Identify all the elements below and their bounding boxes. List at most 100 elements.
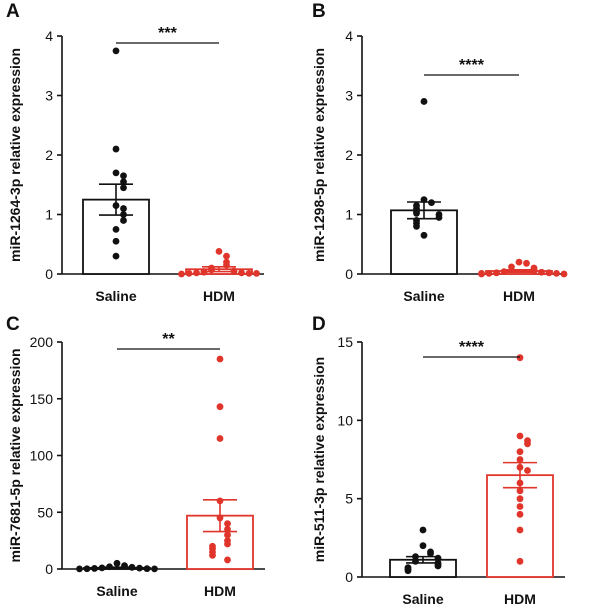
data-point bbox=[500, 268, 508, 276]
panel-letter: B bbox=[312, 1, 326, 22]
data-point bbox=[516, 432, 524, 440]
data-point bbox=[413, 223, 420, 230]
data-point bbox=[420, 98, 428, 105]
data-point bbox=[143, 565, 151, 573]
data-point bbox=[120, 205, 127, 212]
data-point bbox=[419, 542, 427, 550]
data-point bbox=[524, 440, 531, 448]
y-tick-label: 2 bbox=[45, 147, 53, 163]
data-point bbox=[200, 268, 208, 276]
data-point bbox=[428, 199, 435, 207]
data-point bbox=[224, 525, 231, 533]
data-point bbox=[245, 270, 253, 277]
panel-letter: C bbox=[6, 314, 20, 335]
data-point bbox=[516, 479, 524, 487]
data-point bbox=[412, 553, 419, 561]
data-point bbox=[216, 514, 224, 522]
data-point bbox=[112, 169, 120, 177]
x-tick-label: Saline bbox=[95, 288, 136, 304]
data-point bbox=[91, 565, 98, 572]
data-point bbox=[435, 214, 443, 221]
data-point bbox=[120, 211, 127, 218]
data-point bbox=[516, 463, 524, 471]
data-point bbox=[516, 503, 524, 510]
y-tick-label: 100 bbox=[30, 448, 54, 464]
y-tick-label: 200 bbox=[30, 334, 54, 350]
data-point bbox=[112, 252, 120, 260]
data-point bbox=[224, 520, 231, 527]
data-point bbox=[185, 270, 193, 277]
chart-panel-a: A 0 1 2 3 4 miR-1264-3p relative expression Sal… bbox=[6, 1, 264, 304]
data-point bbox=[413, 209, 420, 217]
x-tick-label: Saline bbox=[403, 288, 444, 304]
x-tick-label: Saline bbox=[402, 591, 443, 604]
data-point bbox=[113, 559, 121, 567]
data-point bbox=[427, 550, 434, 557]
data-point bbox=[478, 270, 485, 278]
significance-label: **** bbox=[459, 57, 485, 74]
y-tick-label: 0 bbox=[45, 266, 53, 282]
bar-saline bbox=[390, 209, 458, 275]
data-point bbox=[120, 217, 127, 224]
data-point bbox=[216, 435, 224, 442]
y-axis-label: miR-1264-3p relative expression bbox=[7, 48, 23, 262]
data-point bbox=[223, 252, 230, 260]
data-point bbox=[434, 554, 442, 562]
y-tick-label: 1 bbox=[45, 207, 53, 223]
chart-panel-d: D 0 5 10 15 miR-511-3p relative expression Sal… bbox=[311, 314, 565, 604]
x-tick-label: HDM bbox=[504, 591, 536, 604]
data-point bbox=[76, 565, 83, 573]
y-tick-label: 3 bbox=[345, 88, 353, 104]
data-point bbox=[420, 231, 428, 239]
y-tick-label: 4 bbox=[345, 28, 353, 44]
chart-panel-c: C 0 50 100 150 200 miR-7681-5p relative expres… bbox=[6, 314, 265, 599]
y-tick-label: 0 bbox=[45, 561, 53, 577]
data-point bbox=[412, 557, 419, 565]
data-point bbox=[238, 269, 245, 277]
data-point bbox=[516, 557, 524, 565]
data-point bbox=[224, 556, 231, 564]
data-point bbox=[485, 270, 493, 277]
y-tick-label: 50 bbox=[37, 504, 53, 520]
data-point bbox=[120, 172, 127, 180]
data-point bbox=[230, 267, 238, 275]
data-point bbox=[404, 567, 412, 575]
data-point bbox=[553, 270, 560, 277]
y-axis-label: miR-1298-5p relative expression bbox=[311, 48, 327, 262]
data-point bbox=[120, 184, 127, 192]
y-tick-label: 5 bbox=[345, 491, 353, 507]
data-point bbox=[136, 564, 143, 572]
data-point bbox=[516, 487, 524, 495]
panel-letter: A bbox=[6, 1, 20, 22]
data-point bbox=[530, 267, 538, 275]
data-point bbox=[193, 269, 200, 277]
data-point bbox=[121, 562, 128, 569]
panel-letter: D bbox=[312, 314, 326, 335]
y-tick-label: 1 bbox=[345, 207, 353, 223]
data-point bbox=[178, 270, 185, 278]
data-point bbox=[523, 259, 530, 267]
y-axis-label: miR-511-3p relative expression bbox=[311, 357, 327, 562]
data-point bbox=[515, 258, 523, 266]
data-point bbox=[112, 47, 120, 55]
data-point bbox=[151, 565, 158, 573]
data-point bbox=[493, 269, 500, 277]
data-point bbox=[419, 526, 427, 534]
data-point bbox=[208, 266, 215, 274]
y-axis-label: miR-7681-5p relative expression bbox=[7, 349, 23, 563]
y-tick-label: 3 bbox=[45, 88, 53, 104]
data-point bbox=[516, 526, 524, 534]
data-point bbox=[420, 196, 428, 204]
data-point bbox=[209, 551, 216, 559]
data-point bbox=[83, 565, 91, 573]
significance-label: ** bbox=[162, 331, 175, 348]
data-point bbox=[112, 237, 120, 245]
data-point bbox=[112, 145, 120, 153]
data-point bbox=[112, 225, 120, 233]
data-point bbox=[98, 564, 106, 572]
x-tick-label: Saline bbox=[96, 583, 137, 599]
y-tick-label: 10 bbox=[337, 412, 353, 428]
data-point bbox=[524, 467, 531, 474]
data-point bbox=[253, 270, 260, 277]
